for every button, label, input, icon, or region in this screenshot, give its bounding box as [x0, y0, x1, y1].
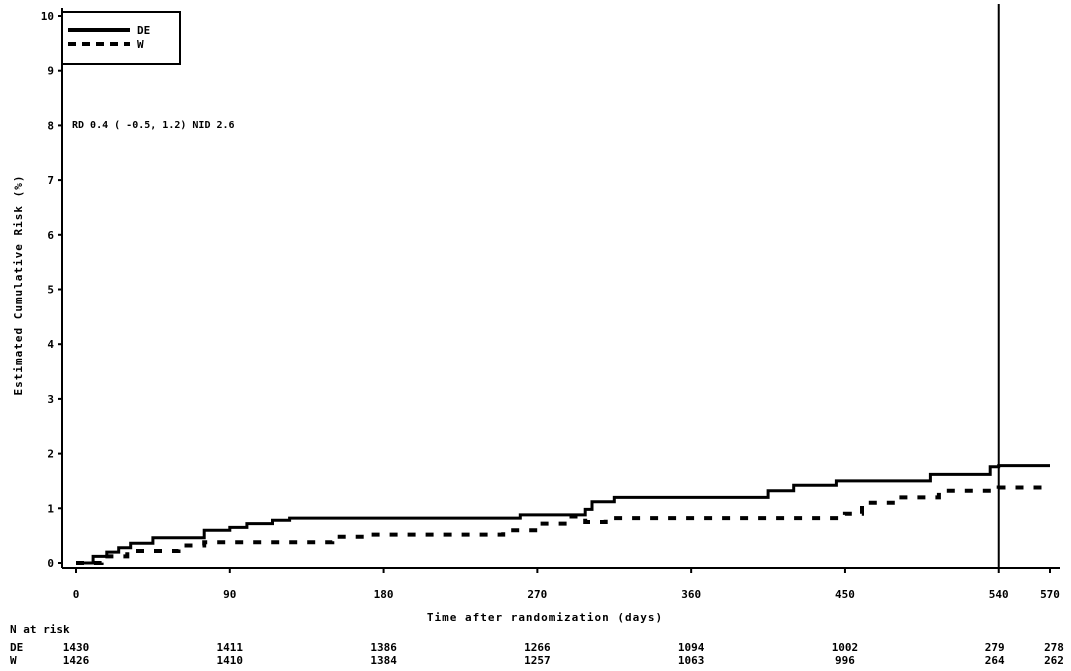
risk-table-title: N at risk: [10, 623, 70, 636]
risk-value-w: 1063: [678, 654, 705, 667]
legend-label-w: W: [137, 38, 144, 51]
x-tick-label: 540: [989, 588, 1009, 601]
y-tick-label: 6: [47, 229, 54, 242]
x-tick-label: 0: [73, 588, 80, 601]
risk-value-w: 264: [985, 654, 1005, 667]
y-tick-label: 8: [47, 119, 54, 132]
x-tick-label: 450: [835, 588, 855, 601]
y-tick-label: 3: [47, 393, 54, 406]
risk-difference-annotation: RD 0.4 ( -0.5, 1.2) NID 2.6: [72, 120, 235, 131]
risk-value-de: 1266: [524, 641, 551, 654]
y-tick-label: 0: [47, 557, 54, 570]
y-tick-label: 5: [47, 284, 54, 297]
y-axis-title: Estimated Cumulative Risk (%): [12, 174, 25, 395]
legend: DE W: [61, 11, 181, 65]
risk-value-w: 1384: [370, 654, 397, 667]
risk-value-de: 278: [1044, 641, 1064, 654]
risk-value-de: 1002: [832, 641, 859, 654]
risk-value-de: 1094: [678, 641, 705, 654]
risk-value-de: 1386: [370, 641, 397, 654]
x-tick-label: 570: [1040, 588, 1060, 601]
series-line-w: [76, 485, 1050, 565]
risk-value-w: 262: [1044, 654, 1064, 667]
risk-value-de: 1411: [217, 641, 244, 654]
risk-value-w: 1257: [524, 654, 551, 667]
series-line-de: [76, 464, 1050, 565]
x-tick-label: 360: [681, 588, 701, 601]
risk-value-de: 279: [985, 641, 1005, 654]
plot-layer: 0 1 2 3 4 5 6 7 8 9 10 0 90 180 270 360 450 540 570: [41, 4, 1060, 601]
y-tick-label: 4: [47, 338, 54, 351]
risk-row-label-de: DE: [10, 641, 23, 654]
y-tick-label: 10: [41, 10, 54, 23]
y-tick-label: 7: [47, 174, 54, 187]
risk-value-w: 1426: [63, 654, 90, 667]
y-tick-label: 2: [47, 448, 54, 461]
y-tick-label: 9: [47, 65, 54, 78]
x-axis-title: Time after randomization (days): [427, 611, 663, 624]
x-tick-label: 270: [527, 588, 547, 601]
risk-row-label-w: W: [10, 654, 17, 667]
x-tick-label: 180: [374, 588, 394, 601]
legend-box: [61, 11, 181, 65]
risk-table: N at risk DE W: [10, 623, 70, 667]
legend-label-de: DE: [137, 24, 150, 37]
x-tick-label: 90: [223, 588, 236, 601]
risk-value-w: 1410: [217, 654, 244, 667]
risk-value-de: 1430: [63, 641, 90, 654]
risk-value-w: 996: [835, 654, 855, 667]
y-tick-label: 1: [47, 502, 54, 515]
